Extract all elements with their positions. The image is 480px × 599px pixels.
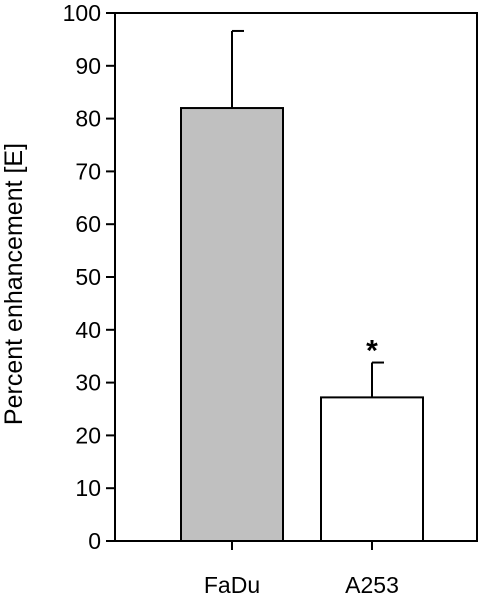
y-tick-label: 60 xyxy=(75,211,101,237)
y-tick-label: 70 xyxy=(75,158,101,184)
y-tick-label: 50 xyxy=(75,264,101,290)
bar-fadu xyxy=(180,107,284,542)
plot-area: FaDu A253 * 0 10 20 30 40 50 60 70 80 90 100 xyxy=(63,0,478,598)
plot-frame xyxy=(114,12,478,542)
y-tick-label: 40 xyxy=(75,317,101,343)
significance-annotation: * xyxy=(366,335,378,368)
y-tick-label: 20 xyxy=(75,422,101,448)
x-tick-label-fadu: FaDu xyxy=(204,572,260,598)
y-tick-label: 30 xyxy=(75,370,101,396)
y-axis-title: Percent enhancement [E] xyxy=(0,143,28,425)
y-tick-label: 100 xyxy=(63,0,101,26)
y-tick-label: 80 xyxy=(75,106,101,132)
x-tick-label-a253: A253 xyxy=(345,572,399,598)
y-tick-label: 0 xyxy=(88,528,101,554)
bar-a253 xyxy=(320,396,424,542)
y-tick-label: 10 xyxy=(75,475,101,501)
y-tick-label: 90 xyxy=(75,53,101,79)
